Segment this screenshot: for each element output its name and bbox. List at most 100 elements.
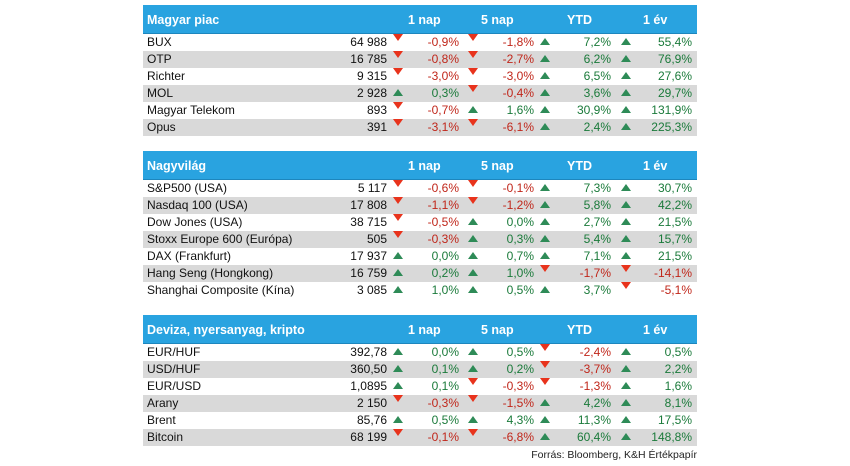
instrument-value: 391 — [366, 120, 387, 134]
instrument-value: 360,50 — [350, 362, 387, 376]
change-d1: -3,0% — [427, 69, 459, 83]
down-arrow-icon — [468, 85, 478, 92]
instrument-value: 38 715 — [350, 215, 387, 229]
change-ytd: 3,7% — [583, 283, 611, 297]
up-arrow-icon — [468, 218, 478, 225]
up-arrow-icon — [468, 286, 478, 293]
table-row: Hang Seng (Hongkong) 16 759 0,2% 1,0% -1,7% -… — [143, 265, 697, 282]
section-header: Deviza, nyersanyag, kripto 1 nap 5 nap YTD 1… — [143, 315, 697, 344]
down-arrow-icon — [393, 119, 403, 126]
up-arrow-icon — [540, 252, 550, 259]
table-row: DAX (Frankfurt) 17 937 0,0% 0,7% 7,1% 21,5% — [143, 248, 697, 265]
down-arrow-icon — [393, 102, 403, 109]
up-arrow-icon — [468, 416, 478, 423]
up-arrow-icon — [468, 365, 478, 372]
change-d5: 1,6% — [506, 103, 534, 117]
change-ytd: 7,1% — [583, 249, 611, 263]
change-d5: 1,0% — [506, 266, 534, 280]
table-row: Shanghai Composite (Kína) 3 085 1,0% 0,5% 3,… — [143, 282, 697, 299]
section-2: Deviza, nyersanyag, kripto 1 nap 5 nap YTD 1… — [143, 315, 697, 446]
change-d1: -0,9% — [427, 35, 459, 49]
section-1: Nagyvilág 1 nap 5 nap YTD 1 év S&P500 (USA) 5 … — [143, 151, 697, 299]
column-header: 5 nap — [481, 159, 514, 173]
change-y1: 0,5% — [664, 345, 692, 359]
instrument-name: BUX — [147, 35, 172, 49]
up-arrow-icon — [621, 252, 631, 259]
instrument-value: 392,78 — [350, 345, 387, 359]
instrument-name: Stoxx Europe 600 (Európa) — [147, 232, 293, 246]
instrument-name: Hang Seng (Hongkong) — [147, 266, 274, 280]
up-arrow-icon — [621, 365, 631, 372]
change-y1: 2,2% — [664, 362, 692, 376]
change-d5: -0,1% — [502, 181, 534, 195]
down-arrow-icon — [468, 34, 478, 41]
change-d5: 0,5% — [506, 283, 534, 297]
up-arrow-icon — [621, 348, 631, 355]
up-arrow-icon — [468, 252, 478, 259]
down-arrow-icon — [468, 51, 478, 58]
table-row: OTP 16 785 -0,8% -2,7% 6,2% 76,9% — [143, 51, 697, 68]
column-header: 1 nap — [408, 323, 441, 337]
instrument-value: 2 928 — [356, 86, 387, 100]
up-arrow-icon — [621, 106, 631, 113]
change-y1: 225,3% — [651, 120, 692, 134]
down-arrow-icon — [393, 34, 403, 41]
table-row: Stoxx Europe 600 (Európa) 505 -0,3% 0,3% 5,4… — [143, 231, 697, 248]
down-arrow-icon — [540, 361, 550, 368]
up-arrow-icon — [540, 55, 550, 62]
table-row: Richter 9 315 -3,0% -3,0% 6,5% 27,6% — [143, 68, 697, 85]
down-arrow-icon — [468, 68, 478, 75]
table-row: USD/HUF 360,50 0,1% 0,2% -3,7% 2,2% — [143, 361, 697, 378]
change-d5: 0,0% — [506, 215, 534, 229]
instrument-name: Brent — [147, 413, 176, 427]
source-note: Forrás: Bloomberg, K&H Értékpapír — [531, 449, 697, 461]
change-ytd: 5,4% — [583, 232, 611, 246]
instrument-name: Arany — [147, 396, 179, 410]
change-d1: -0,1% — [427, 430, 459, 444]
change-ytd: 6,5% — [583, 69, 611, 83]
table-row: Nasdaq 100 (USA) 17 808 -1,1% -1,2% 5,8% 42,2… — [143, 197, 697, 214]
up-arrow-icon — [621, 123, 631, 130]
up-arrow-icon — [393, 382, 403, 389]
column-header: YTD — [567, 13, 592, 27]
column-header: 5 nap — [481, 13, 514, 27]
up-arrow-icon — [621, 235, 631, 242]
down-arrow-icon — [393, 429, 403, 436]
change-ytd: 4,2% — [583, 396, 611, 410]
instrument-name: DAX (Frankfurt) — [147, 249, 232, 263]
change-y1: -5,1% — [660, 283, 692, 297]
change-ytd: -3,7% — [579, 362, 611, 376]
section-title: Nagyvilág — [147, 159, 207, 173]
up-arrow-icon — [540, 38, 550, 45]
up-arrow-icon — [540, 184, 550, 191]
change-d5: -0,3% — [502, 379, 534, 393]
down-arrow-icon — [468, 119, 478, 126]
table-row: S&P500 (USA) 5 117 -0,6% -0,1% 7,3% 30,7% — [143, 180, 697, 197]
instrument-value: 68 199 — [350, 430, 387, 444]
change-y1: 42,2% — [657, 198, 692, 212]
column-header: YTD — [567, 159, 592, 173]
down-arrow-icon — [393, 197, 403, 204]
change-y1: 29,7% — [657, 86, 692, 100]
instrument-value: 2 150 — [356, 396, 387, 410]
change-d5: 0,3% — [506, 232, 534, 246]
up-arrow-icon — [393, 348, 403, 355]
up-arrow-icon — [540, 72, 550, 79]
instrument-value: 85,76 — [356, 413, 387, 427]
change-d5: 0,7% — [506, 249, 534, 263]
change-y1: 1,6% — [664, 379, 692, 393]
up-arrow-icon — [621, 399, 631, 406]
change-d1: -0,7% — [427, 103, 459, 117]
change-ytd: 2,7% — [583, 215, 611, 229]
instrument-name: EUR/HUF — [147, 345, 201, 359]
down-arrow-icon — [468, 395, 478, 402]
change-y1: 21,5% — [657, 249, 692, 263]
change-d1: 0,3% — [431, 86, 459, 100]
table-row: EUR/USD 1,0895 0,1% -0,3% -1,3% 1,6% — [143, 378, 697, 395]
instrument-name: USD/HUF — [147, 362, 201, 376]
section-title: Magyar piac — [147, 13, 220, 27]
section-header: Nagyvilág 1 nap 5 nap YTD 1 év — [143, 151, 697, 180]
change-d5: -2,7% — [502, 52, 534, 66]
instrument-value: 64 988 — [350, 35, 387, 49]
up-arrow-icon — [621, 72, 631, 79]
